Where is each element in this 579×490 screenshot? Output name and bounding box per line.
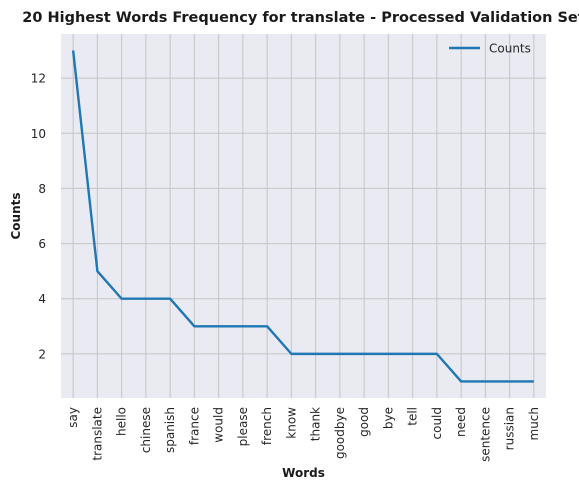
x-tick-label: goodbye (333, 407, 347, 459)
chart-title: 20 Highest Words Frequency for translate… (22, 10, 579, 26)
x-tick-label: chinese (139, 407, 153, 453)
y-tick-label: 2 (38, 347, 46, 361)
x-tick-label: france (187, 407, 201, 445)
x-tick-label: would (212, 407, 226, 443)
x-tick-label: tell (406, 407, 420, 426)
x-tick-label: hello (115, 407, 129, 436)
x-tick-label: sentence (478, 407, 492, 462)
x-tick-label: could (430, 407, 444, 440)
legend-label: Counts (489, 42, 531, 56)
y-tick-labels: 2 4 6 8 10 12 (31, 72, 46, 362)
x-tick-label: french (260, 407, 274, 445)
x-tick-label: know (284, 407, 298, 439)
y-axis-label: Counts (9, 192, 23, 239)
x-tick-label: need (454, 407, 468, 437)
x-tick-label: thank (309, 407, 323, 441)
x-tick-label: translate (90, 407, 104, 461)
x-tick-label: bye (381, 407, 395, 429)
x-gridlines (72, 34, 535, 398)
y-tick-label: 8 (38, 182, 46, 196)
series-layer (71, 50, 534, 383)
legend: Counts (449, 42, 531, 56)
series-line (71, 50, 534, 383)
x-tick-label: good (357, 407, 371, 437)
y-tick-label: 4 (38, 292, 46, 306)
y-tick-label: 12 (31, 72, 46, 86)
plot-area (61, 34, 546, 398)
x-tick-label: say (66, 407, 80, 428)
y-tick-label: 6 (38, 237, 46, 251)
x-tick-label: much (527, 407, 541, 441)
x-axis-label: Words (282, 466, 325, 480)
x-tick-labels: say translate hello chinese spanish france wou… (66, 407, 541, 462)
x-tick-label: please (236, 407, 250, 446)
y-tick-label: 10 (31, 127, 46, 141)
x-tick-label: russian (503, 407, 517, 450)
x-tick-label: spanish (163, 407, 177, 453)
